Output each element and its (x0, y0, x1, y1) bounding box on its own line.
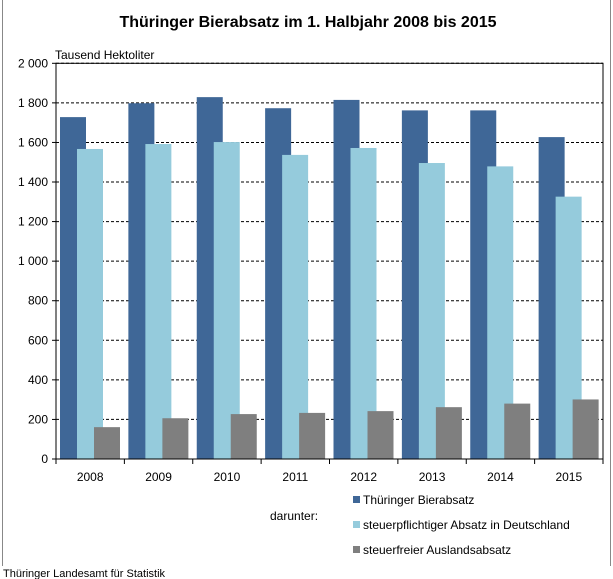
y-tick-label: 400 (28, 373, 48, 387)
legend-label: steuerfreier Auslandsabsatz (363, 543, 511, 557)
x-tick-label: 2014 (487, 470, 514, 484)
y-tick-label: 600 (28, 333, 48, 347)
y-tick-label: 200 (28, 412, 48, 426)
bar-2008-series-2 (94, 427, 120, 459)
x-tick-label: 2010 (214, 470, 241, 484)
y-tick-label: 0 (41, 452, 48, 466)
y-tick-label: 1 600 (18, 135, 48, 149)
y-tick-label: 1 200 (18, 215, 48, 229)
y-tick-label: 1 400 (18, 175, 48, 189)
x-tick-label: 2011 (282, 470, 308, 484)
x-tick-label: 2009 (145, 470, 172, 484)
bar-2013-series-2 (435, 407, 462, 459)
y-tick-label: 800 (28, 294, 48, 308)
x-tick-label: 2008 (77, 470, 104, 484)
y-tick-label: 1 800 (18, 96, 48, 110)
bar-2009-series-1 (145, 144, 172, 459)
source-note: Thüringer Landesamt für Statistik (3, 568, 166, 579)
bar-2010-series-1 (213, 142, 240, 459)
y-axis-unit-label: Tausend Hektoliter (55, 48, 154, 62)
bar-2015-series-2 (572, 399, 599, 459)
bar-2012-series-1 (350, 147, 377, 459)
bar-2014-series-2 (504, 403, 531, 459)
y-tick-label: 2 000 (18, 56, 48, 70)
bar-2010-series-2 (230, 414, 257, 459)
legend-swatch (353, 546, 360, 553)
x-tick-label: 2015 (555, 470, 582, 484)
legend-prefix: darunter: (270, 509, 318, 523)
x-tick-label: 2012 (350, 470, 377, 484)
x-tick-label: 2013 (419, 470, 446, 484)
legend-label: steuerpflichtiger Absatz in Deutschland (363, 518, 570, 532)
chart-title: Thüringer Bierabsatz im 1. Halbjahr 2008… (119, 14, 496, 31)
bar-2011-series-2 (299, 412, 326, 459)
legend-swatch (353, 521, 360, 528)
legend-swatch (353, 496, 360, 503)
bar-2008-series-1 (77, 148, 103, 459)
y-tick-label: 1 000 (18, 254, 48, 268)
bar-2011-series-1 (282, 154, 309, 460)
bar-2009-series-2 (162, 418, 189, 459)
bar-2012-series-2 (367, 411, 394, 459)
legend-label: Thüringer Bierabsatz (363, 493, 474, 507)
